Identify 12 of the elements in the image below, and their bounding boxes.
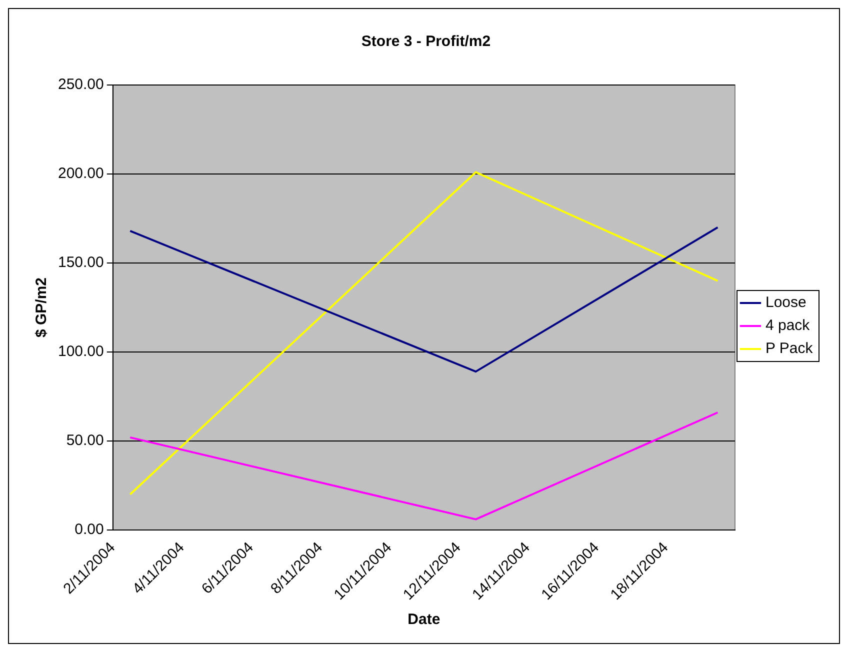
legend-label: Loose: [765, 294, 806, 312]
x-axis-title: Date: [408, 611, 440, 628]
legend-label: 4 pack: [765, 317, 810, 334]
y-tick-label: 250.00: [58, 76, 104, 94]
y-tick-label: 100.00: [58, 343, 104, 360]
y-axis-title: $ GP/m2: [33, 277, 50, 338]
y-tick-label: 200.00: [58, 165, 104, 182]
y-tick-label: 50.00: [66, 432, 104, 450]
y-tick-label: 150.00: [58, 254, 104, 272]
chart-title: Store 3 - Profit/m2: [361, 33, 491, 50]
legend-label: P Pack: [765, 340, 814, 358]
y-tick-label: 0.00: [74, 521, 104, 538]
